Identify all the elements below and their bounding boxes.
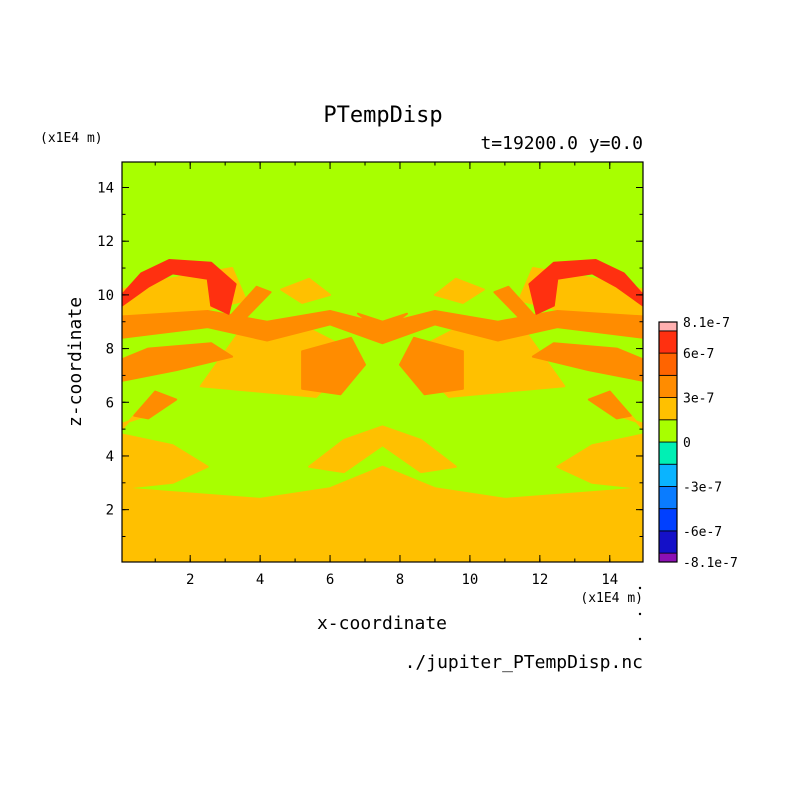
contour-region	[224, 285, 272, 326]
colorbar-frame	[658, 321, 678, 563]
x-axis-label: x-coordinate	[317, 613, 447, 634]
contour-region	[122, 433, 209, 490]
y-tick-label: 4	[106, 449, 114, 465]
y-tick-label: 6	[106, 395, 114, 411]
x-unit-label: (x1E4 m)	[580, 591, 643, 606]
colorbar-labels: 8.1e-7 6e-7 3e-7 0 -3e-7 -6e-7 -8.1e-7	[683, 316, 738, 571]
colorbar-label: -6e-7	[683, 525, 722, 540]
colorbar-swatch	[658, 441, 678, 465]
colorbar-swatch	[658, 397, 678, 421]
contour-region	[280, 277, 332, 304]
colorbar-swatch	[658, 330, 678, 354]
marker-dot	[638, 637, 642, 641]
contour-region	[133, 390, 178, 420]
colorbar	[658, 321, 678, 563]
contour-region	[433, 277, 485, 304]
colorbar-label: 3e-7	[683, 392, 714, 407]
y-tick-label: 12	[97, 234, 114, 250]
marker-dot	[638, 586, 642, 590]
plot-frame	[121, 161, 644, 563]
colorbar-label: 0	[683, 436, 691, 451]
contour-region	[556, 433, 643, 490]
contour-region	[308, 425, 457, 474]
y-axis-ticks: 2 4 6 8 10 12 14	[97, 181, 643, 537]
x-tick-label: 4	[256, 572, 264, 588]
colorbar-swatch	[658, 508, 678, 532]
contour-region	[399, 336, 464, 396]
contour-region	[357, 312, 408, 334]
marker-dot	[638, 612, 642, 616]
x-tick-label: 8	[396, 572, 404, 588]
y-tick-label: 14	[97, 181, 114, 197]
colorbar-label: 6e-7	[683, 347, 714, 362]
contour-region	[528, 259, 643, 315]
colorbar-label: -3e-7	[683, 480, 722, 495]
colorbar-label: -8.1e-7	[683, 556, 738, 571]
colorbar-swatch	[658, 321, 678, 332]
contour-region	[493, 285, 541, 326]
contour-field	[122, 162, 643, 562]
y-tick-label: 10	[97, 288, 114, 304]
x-tick-label: 6	[326, 572, 334, 588]
colorbar-swatch	[658, 463, 678, 487]
x-tick-label: 14	[601, 572, 618, 588]
colorbar-swatch	[658, 374, 678, 398]
x-axis-ticks: 2 4 6 8 10 12 14	[154, 162, 618, 588]
colorbar-swatch	[658, 486, 678, 510]
y-unit-label: (x1E4 m)	[40, 131, 103, 146]
chart-title: PTempDisp	[323, 103, 442, 128]
colorbar-swatch	[658, 419, 678, 443]
colorbar-swatch	[658, 530, 678, 554]
contour-region	[122, 259, 237, 315]
x-tick-label: 2	[186, 572, 194, 588]
y-tick-label: 2	[106, 503, 114, 519]
colorbar-label: 8.1e-7	[683, 316, 730, 331]
contour-region	[301, 336, 366, 396]
x-tick-label: 12	[531, 572, 548, 588]
chart-subtitle: t=19200.0 y=0.0	[480, 133, 643, 154]
colorbar-swatch	[658, 352, 678, 376]
contour-region	[122, 342, 234, 382]
y-tick-label: 8	[106, 342, 114, 358]
contour-region	[531, 342, 643, 382]
source-file-label: ./jupiter_PTempDisp.nc	[405, 652, 643, 673]
x-tick-label: 10	[461, 572, 478, 588]
colorbar-swatch	[658, 552, 678, 563]
contour-region	[122, 465, 643, 562]
contour-region	[587, 390, 632, 420]
y-axis-label: z-coordinate	[65, 297, 86, 427]
